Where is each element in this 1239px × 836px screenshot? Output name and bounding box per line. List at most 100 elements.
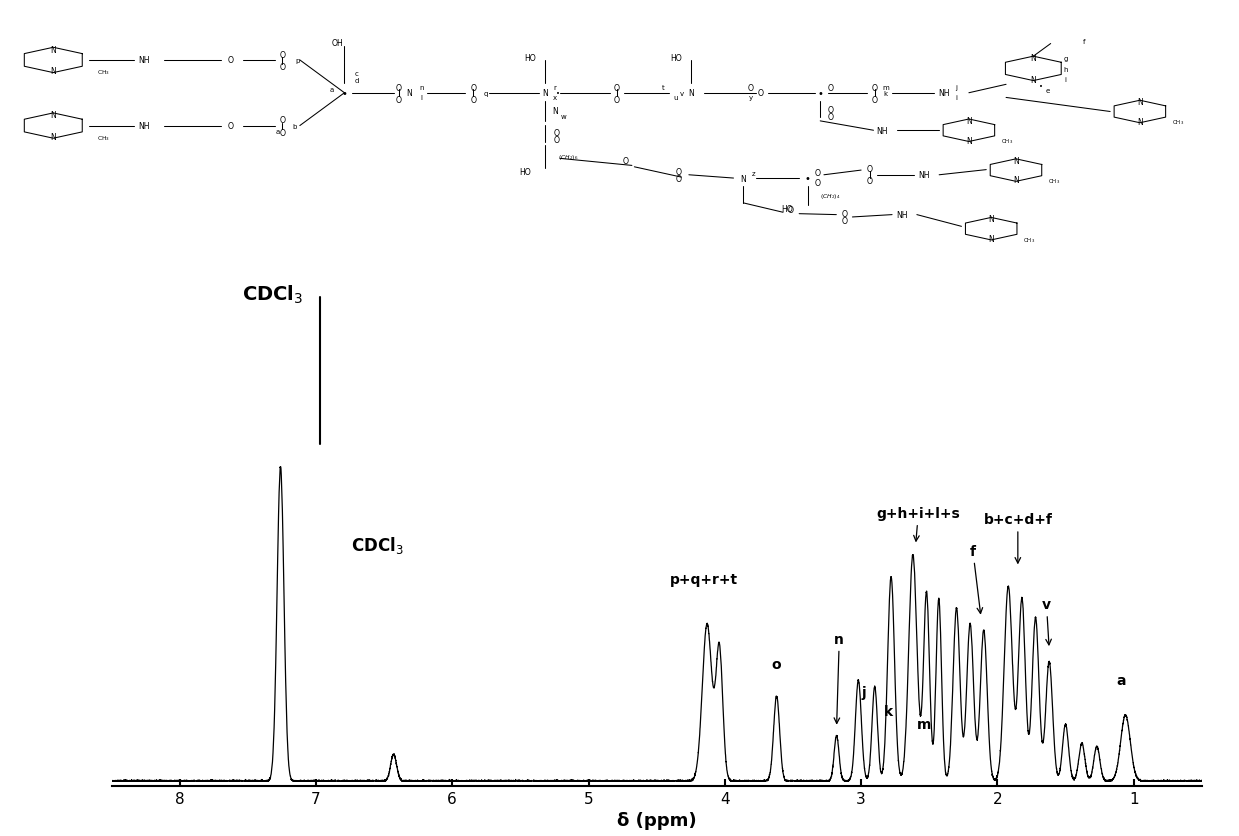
- Text: b: b: [292, 124, 297, 130]
- Text: m: m: [917, 717, 930, 731]
- Text: l: l: [420, 95, 422, 101]
- Text: a: a: [1116, 673, 1126, 687]
- Text: O: O: [615, 95, 620, 104]
- Text: O: O: [396, 84, 401, 93]
- Text: O: O: [843, 217, 847, 226]
- Text: N: N: [1014, 156, 1018, 166]
- Text: O: O: [471, 95, 476, 104]
- Text: O: O: [828, 105, 833, 115]
- Text: •: •: [1038, 84, 1043, 89]
- Text: OH: OH: [331, 38, 343, 48]
- Text: m: m: [882, 85, 890, 91]
- Text: z: z: [752, 171, 755, 177]
- Text: v: v: [679, 90, 684, 97]
- Text: o: o: [772, 657, 782, 671]
- Text: N: N: [966, 136, 971, 145]
- Text: O: O: [867, 177, 872, 186]
- Text: N: N: [1031, 54, 1036, 63]
- Text: N: N: [51, 46, 56, 54]
- Text: O: O: [676, 175, 681, 183]
- Text: p+q+r+t: p+q+r+t: [670, 573, 738, 587]
- Text: O: O: [676, 168, 681, 176]
- Text: O: O: [280, 116, 285, 125]
- Text: N: N: [51, 133, 56, 141]
- Text: NH: NH: [918, 171, 930, 180]
- Text: •: •: [555, 90, 560, 97]
- Text: NH: NH: [938, 89, 950, 98]
- Text: p: p: [295, 58, 300, 64]
- Text: HO: HO: [781, 206, 793, 214]
- Text: O: O: [828, 113, 833, 121]
- Text: O: O: [615, 84, 620, 93]
- Text: $(CH_2)_6$: $(CH_2)_6$: [558, 153, 579, 162]
- Text: w: w: [561, 114, 566, 120]
- Text: $\rm CH_3$: $\rm CH_3$: [97, 68, 109, 77]
- Text: O: O: [280, 63, 285, 72]
- Text: N: N: [689, 89, 694, 98]
- Text: j: j: [861, 686, 866, 700]
- Text: $\rm CH_3$: $\rm CH_3$: [1001, 137, 1014, 145]
- Text: NH: NH: [876, 126, 888, 135]
- Text: n: n: [834, 632, 844, 724]
- Text: NH: NH: [896, 211, 908, 220]
- Text: O: O: [554, 129, 559, 137]
- Text: N: N: [51, 111, 56, 120]
- Text: O: O: [867, 165, 872, 174]
- Text: n: n: [419, 85, 424, 91]
- Text: •: •: [818, 89, 823, 99]
- Text: t: t: [662, 85, 664, 91]
- Text: d: d: [354, 78, 359, 84]
- Text: CDCl$_3$: CDCl$_3$: [351, 534, 404, 555]
- Text: y: y: [748, 95, 753, 101]
- Text: a: a: [330, 87, 335, 93]
- Text: i: i: [1064, 77, 1067, 83]
- Text: O: O: [872, 95, 877, 104]
- Text: b+c+d+f: b+c+d+f: [984, 512, 1052, 563]
- Text: HO: HO: [519, 168, 532, 176]
- Text: $(CH_2)_4$: $(CH_2)_4$: [820, 192, 841, 201]
- Text: N: N: [1031, 75, 1036, 84]
- Text: O: O: [788, 206, 793, 215]
- Text: O: O: [843, 210, 847, 219]
- Text: O: O: [228, 56, 233, 65]
- Text: i: i: [955, 95, 958, 101]
- Text: O: O: [748, 84, 753, 93]
- Text: g+h+i+l+s: g+h+i+l+s: [876, 507, 960, 542]
- Text: O: O: [471, 84, 476, 93]
- Text: a: a: [275, 129, 280, 135]
- Text: u: u: [673, 95, 678, 101]
- Text: O: O: [815, 169, 820, 178]
- Text: O: O: [228, 122, 233, 131]
- Text: N: N: [543, 89, 548, 98]
- Text: e: e: [1046, 88, 1051, 94]
- Text: f: f: [970, 544, 983, 614]
- Text: N: N: [1137, 118, 1142, 127]
- Text: N: N: [51, 67, 56, 76]
- Text: N: N: [1137, 98, 1142, 107]
- Text: g: g: [1063, 55, 1068, 62]
- Text: HO: HO: [524, 54, 536, 63]
- Text: N: N: [966, 117, 971, 125]
- Text: O: O: [280, 129, 285, 137]
- Text: $\rm CH_3$: $\rm CH_3$: [1172, 118, 1184, 127]
- Text: O: O: [872, 84, 877, 93]
- Text: N: N: [406, 89, 411, 98]
- Text: N: N: [553, 107, 558, 116]
- Text: NH: NH: [138, 56, 150, 65]
- Text: c: c: [354, 71, 358, 77]
- Text: •: •: [342, 89, 347, 99]
- Text: N: N: [741, 175, 746, 183]
- Text: N: N: [1014, 176, 1018, 186]
- Text: N: N: [989, 235, 994, 244]
- Text: NH: NH: [138, 122, 150, 131]
- X-axis label: δ (ppm): δ (ppm): [617, 811, 696, 829]
- Text: k: k: [883, 705, 893, 718]
- Text: CDCl$_3$: CDCl$_3$: [242, 283, 304, 306]
- Text: HO: HO: [670, 54, 683, 63]
- Text: q: q: [483, 90, 488, 97]
- Text: k: k: [883, 90, 888, 97]
- Text: N: N: [989, 215, 994, 223]
- Text: $\rm CH_3$: $\rm CH_3$: [97, 134, 109, 143]
- Text: h: h: [1063, 67, 1068, 73]
- Text: x: x: [553, 95, 558, 101]
